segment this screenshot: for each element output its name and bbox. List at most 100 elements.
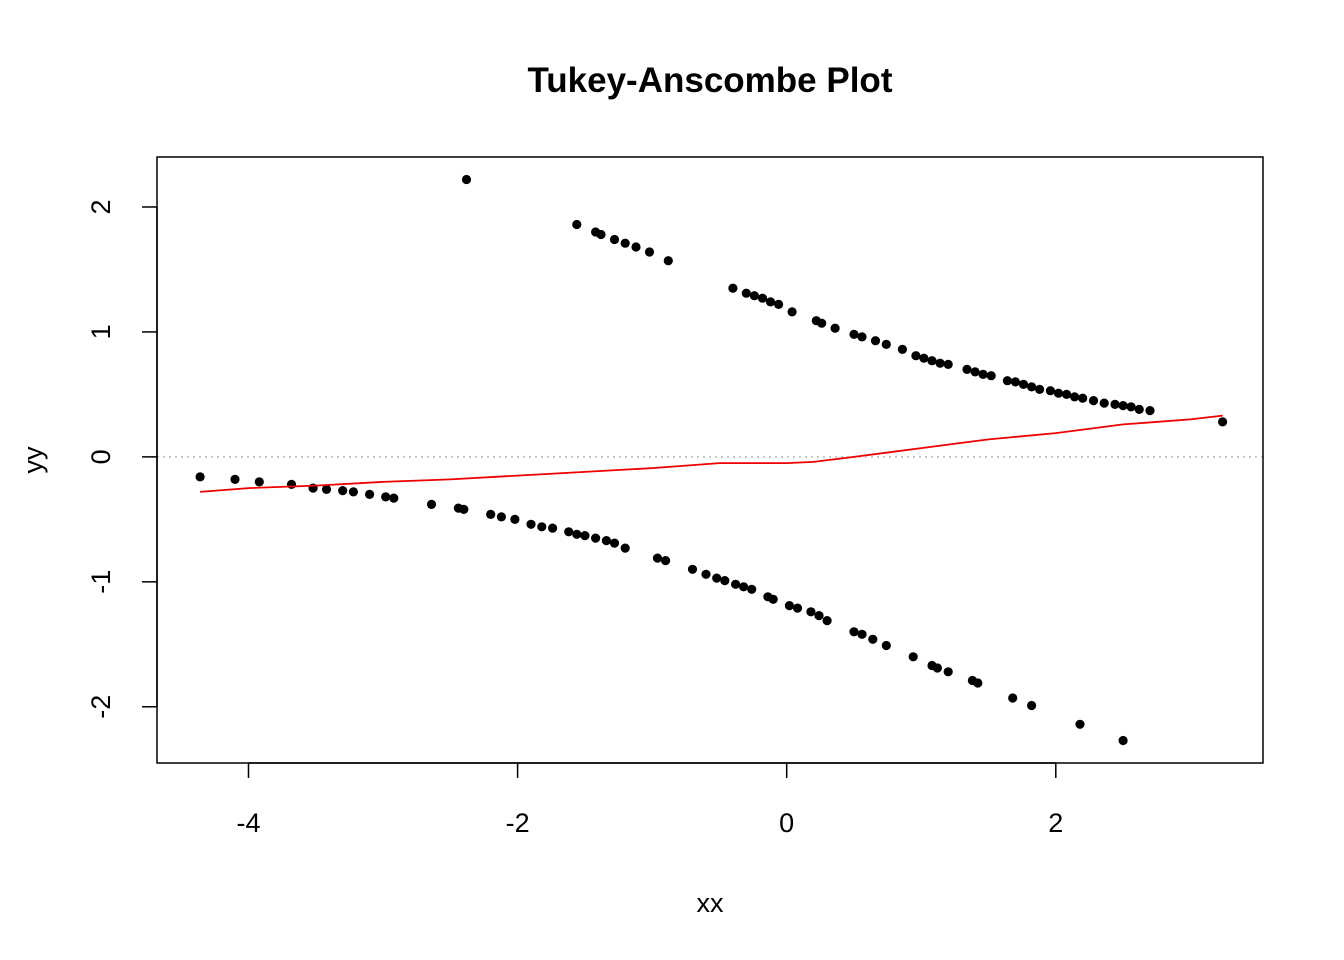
smoother-line — [200, 414, 1223, 493]
data-point — [1053, 388, 1064, 398]
data-point — [943, 359, 953, 369]
y-tick-label: -2 — [86, 695, 116, 719]
data-point — [1078, 393, 1088, 403]
data-point — [596, 229, 606, 240]
data-point — [1126, 402, 1136, 412]
data-point — [564, 527, 574, 537]
data-point — [1218, 417, 1228, 427]
data-point — [822, 616, 832, 626]
data-point — [1118, 401, 1128, 411]
data-point — [195, 472, 205, 482]
data-point — [970, 367, 980, 377]
data-point — [365, 489, 375, 499]
data-point — [1002, 376, 1013, 386]
data-point — [787, 307, 797, 317]
data-point — [254, 477, 264, 487]
data-point — [765, 297, 776, 307]
data-point — [548, 523, 558, 533]
data-point — [687, 564, 698, 574]
y-axis-label: yy — [18, 446, 48, 474]
data-point — [580, 531, 590, 541]
data-point — [661, 556, 671, 566]
data-point — [609, 538, 620, 548]
data-point — [849, 627, 859, 637]
chart-title: Tukey-Anscombe Plot — [528, 61, 893, 100]
data-point — [496, 512, 506, 522]
data-point — [609, 234, 620, 245]
data-point — [230, 474, 240, 484]
data-point — [768, 594, 778, 604]
data-point — [620, 543, 630, 553]
data-point — [1134, 404, 1144, 414]
data-point — [792, 603, 803, 613]
y-tick-label: 1 — [86, 324, 116, 339]
data-point — [1070, 392, 1080, 402]
data-point — [348, 487, 358, 497]
data-point — [712, 573, 722, 583]
data-point — [572, 529, 582, 539]
data-point — [927, 356, 937, 366]
y-axis: -2 -1 0 1 2 — [86, 199, 158, 719]
data-point — [631, 242, 641, 252]
x-tick-label: 2 — [1048, 808, 1063, 838]
data-point — [741, 288, 751, 298]
data-point — [591, 533, 601, 543]
data-point — [857, 629, 867, 639]
data-point — [849, 329, 859, 339]
data-point — [881, 339, 891, 349]
data-point — [1110, 399, 1120, 409]
data-point — [1027, 700, 1037, 711]
data-point — [973, 678, 983, 688]
data-point — [620, 238, 630, 248]
data-point — [935, 358, 945, 368]
data-point — [986, 371, 996, 381]
data-point — [701, 569, 711, 579]
data-point — [1099, 398, 1109, 408]
y-tick-label: 0 — [86, 449, 116, 464]
y-tick-label: 2 — [86, 199, 116, 214]
x-tick-label: 0 — [779, 808, 794, 838]
data-point — [1018, 379, 1029, 389]
data-point — [459, 504, 469, 514]
data-point — [486, 509, 496, 519]
data-point — [286, 479, 297, 489]
data-point — [426, 499, 437, 509]
data-point — [1027, 382, 1037, 392]
data-point — [1118, 735, 1128, 746]
data-point — [897, 344, 908, 354]
plot-frame — [156, 156, 1264, 764]
data-point — [663, 256, 673, 266]
data-point — [857, 332, 867, 342]
data-point — [728, 283, 738, 293]
data-point — [338, 486, 348, 496]
data-point — [1088, 396, 1099, 406]
data-point — [784, 601, 795, 611]
data-point — [1008, 693, 1018, 703]
data-point — [537, 522, 547, 532]
data-point — [962, 364, 972, 374]
data-point — [908, 652, 918, 662]
data-point — [572, 219, 582, 230]
data-point — [652, 553, 663, 563]
data-point — [978, 369, 988, 379]
data-point — [1045, 386, 1055, 396]
x-tick-label: -4 — [236, 808, 260, 838]
data-point — [911, 351, 921, 361]
data-point — [757, 293, 768, 303]
data-point — [1145, 406, 1155, 416]
data-point — [1010, 377, 1021, 387]
data-point — [774, 299, 784, 309]
data-point — [381, 492, 391, 502]
data-point — [720, 576, 730, 586]
data-point — [830, 323, 840, 333]
data-point — [932, 663, 943, 673]
data-point — [868, 634, 878, 644]
data-point — [1062, 389, 1072, 399]
data-point — [806, 607, 816, 617]
data-point — [739, 582, 749, 592]
data-point — [601, 536, 612, 546]
x-tick-label: -2 — [506, 808, 530, 838]
data-point — [870, 336, 881, 346]
data-point — [389, 493, 399, 503]
